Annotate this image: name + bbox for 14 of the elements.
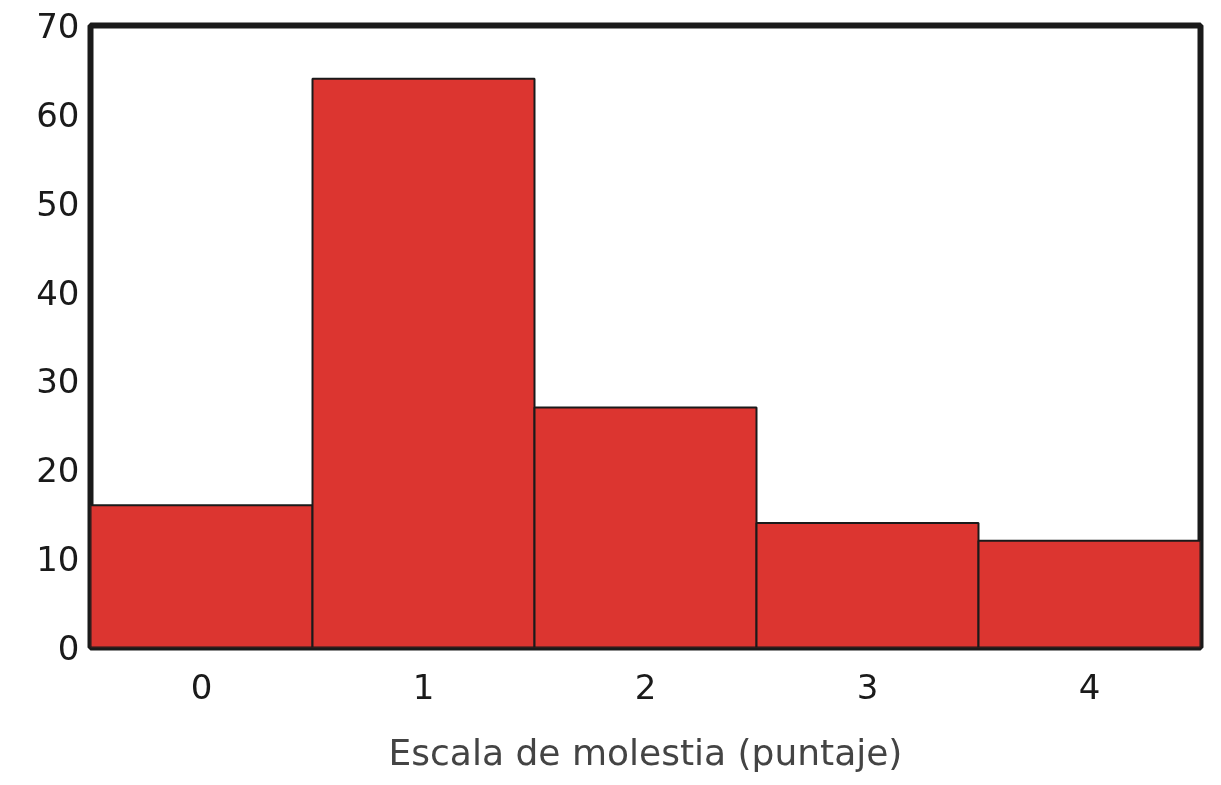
y-tick-label: 0 (57, 628, 80, 668)
y-tick-label: 20 (36, 450, 80, 491)
y-tick-label: 50 (36, 183, 80, 224)
x-tick-label: 1 (412, 666, 435, 707)
x-axis-title: Escala de molestia (puntaje) (388, 731, 903, 773)
x-tick-label: 0 (190, 666, 213, 707)
y-tick-label: 10 (36, 539, 80, 580)
x-tick-label: 2 (634, 666, 657, 707)
y-tick-label: 40 (36, 272, 80, 313)
x-tick-label: 3 (856, 666, 879, 707)
y-tick-label: 30 (36, 361, 80, 402)
x-tick-label: 4 (1078, 666, 1101, 707)
y-tick-label: 70 (36, 6, 80, 46)
y-tick-label: 60 (36, 94, 80, 135)
